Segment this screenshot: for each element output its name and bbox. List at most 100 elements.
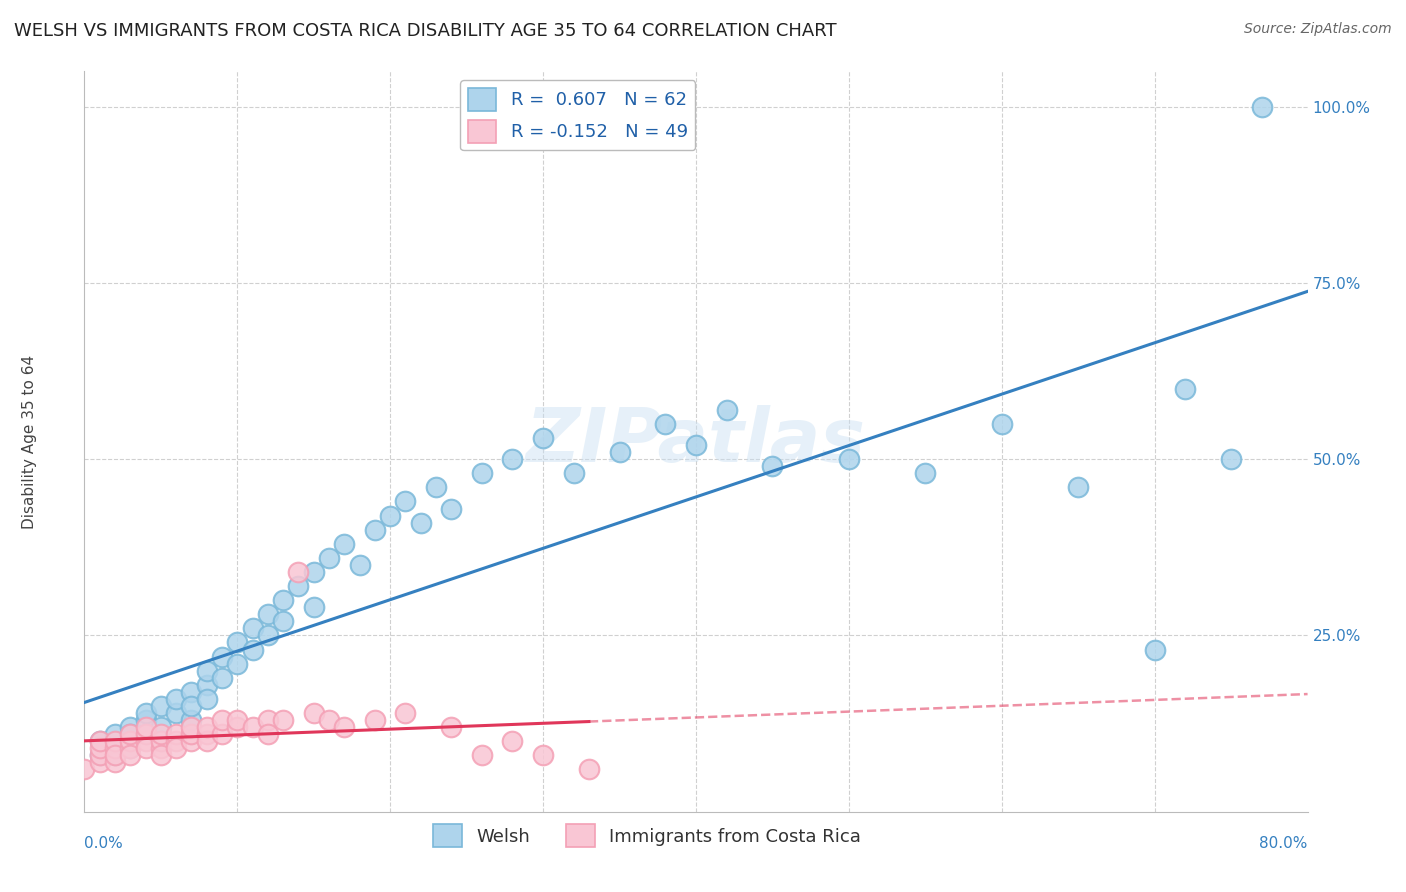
- Point: [89, 748, 111, 763]
- Point: [195, 720, 218, 734]
- Point: [1143, 642, 1166, 657]
- Point: [685, 438, 707, 452]
- Point: [716, 402, 738, 417]
- Point: [318, 713, 340, 727]
- Point: [180, 720, 202, 734]
- Point: [120, 720, 142, 734]
- Point: [1067, 480, 1090, 494]
- Point: [120, 734, 142, 748]
- Point: [180, 713, 202, 727]
- Point: [195, 692, 218, 706]
- Point: [271, 713, 294, 727]
- Point: [226, 635, 249, 649]
- Point: [1220, 452, 1243, 467]
- Point: [180, 698, 202, 713]
- Point: [287, 565, 309, 579]
- Point: [165, 734, 187, 748]
- Point: [440, 501, 463, 516]
- Point: [1174, 382, 1197, 396]
- Point: [380, 508, 402, 523]
- Point: [531, 748, 554, 763]
- Point: [211, 649, 233, 664]
- Point: [89, 748, 111, 763]
- Point: [149, 734, 172, 748]
- Point: [991, 417, 1014, 431]
- Point: [211, 713, 233, 727]
- Point: [838, 452, 860, 467]
- Point: [242, 642, 264, 657]
- Text: Disability Age 35 to 64: Disability Age 35 to 64: [22, 354, 37, 529]
- Point: [242, 621, 264, 635]
- Point: [149, 720, 172, 734]
- Text: 80.0%: 80.0%: [1260, 837, 1308, 851]
- Text: ZIPatlas: ZIPatlas: [526, 405, 866, 478]
- Point: [120, 734, 142, 748]
- Point: [761, 459, 783, 474]
- Point: [302, 600, 325, 615]
- Point: [180, 727, 202, 741]
- Point: [471, 748, 494, 763]
- Point: [226, 657, 249, 671]
- Point: [104, 756, 127, 770]
- Point: [89, 756, 111, 770]
- Point: [149, 698, 172, 713]
- Point: [211, 671, 233, 685]
- Point: [271, 615, 294, 629]
- Point: [89, 734, 111, 748]
- Point: [180, 734, 202, 748]
- Point: [73, 763, 96, 777]
- Text: Source: ZipAtlas.com: Source: ZipAtlas.com: [1244, 22, 1392, 37]
- Point: [609, 445, 631, 459]
- Point: [226, 720, 249, 734]
- Point: [89, 741, 111, 756]
- Point: [135, 713, 157, 727]
- Point: [1250, 100, 1272, 114]
- Point: [149, 741, 172, 756]
- Point: [257, 727, 280, 741]
- Point: [257, 607, 280, 622]
- Point: [195, 727, 218, 741]
- Point: [135, 706, 157, 720]
- Point: [226, 713, 249, 727]
- Point: [104, 741, 127, 756]
- Point: [502, 734, 524, 748]
- Point: [394, 706, 416, 720]
- Point: [211, 727, 233, 741]
- Point: [349, 558, 371, 572]
- Point: [287, 579, 309, 593]
- Point: [135, 741, 157, 756]
- Point: [333, 537, 356, 551]
- Point: [104, 748, 127, 763]
- Point: [562, 467, 585, 481]
- Point: [120, 741, 142, 756]
- Point: [165, 727, 187, 741]
- Point: [149, 748, 172, 763]
- Point: [180, 685, 202, 699]
- Point: [425, 480, 447, 494]
- Point: [165, 741, 187, 756]
- Point: [89, 734, 111, 748]
- Point: [104, 734, 127, 748]
- Point: [195, 678, 218, 692]
- Point: [364, 523, 387, 537]
- Point: [914, 467, 936, 481]
- Point: [135, 727, 157, 741]
- Point: [195, 734, 218, 748]
- Point: [257, 713, 280, 727]
- Point: [409, 516, 432, 530]
- Point: [104, 741, 127, 756]
- Point: [471, 467, 494, 481]
- Point: [333, 720, 356, 734]
- Point: [271, 593, 294, 607]
- Text: 0.0%: 0.0%: [84, 837, 124, 851]
- Point: [135, 734, 157, 748]
- Point: [149, 727, 172, 741]
- Point: [502, 452, 524, 467]
- Point: [165, 706, 187, 720]
- Point: [120, 741, 142, 756]
- Point: [440, 720, 463, 734]
- Point: [104, 748, 127, 763]
- Point: [654, 417, 676, 431]
- Point: [394, 494, 416, 508]
- Point: [364, 713, 387, 727]
